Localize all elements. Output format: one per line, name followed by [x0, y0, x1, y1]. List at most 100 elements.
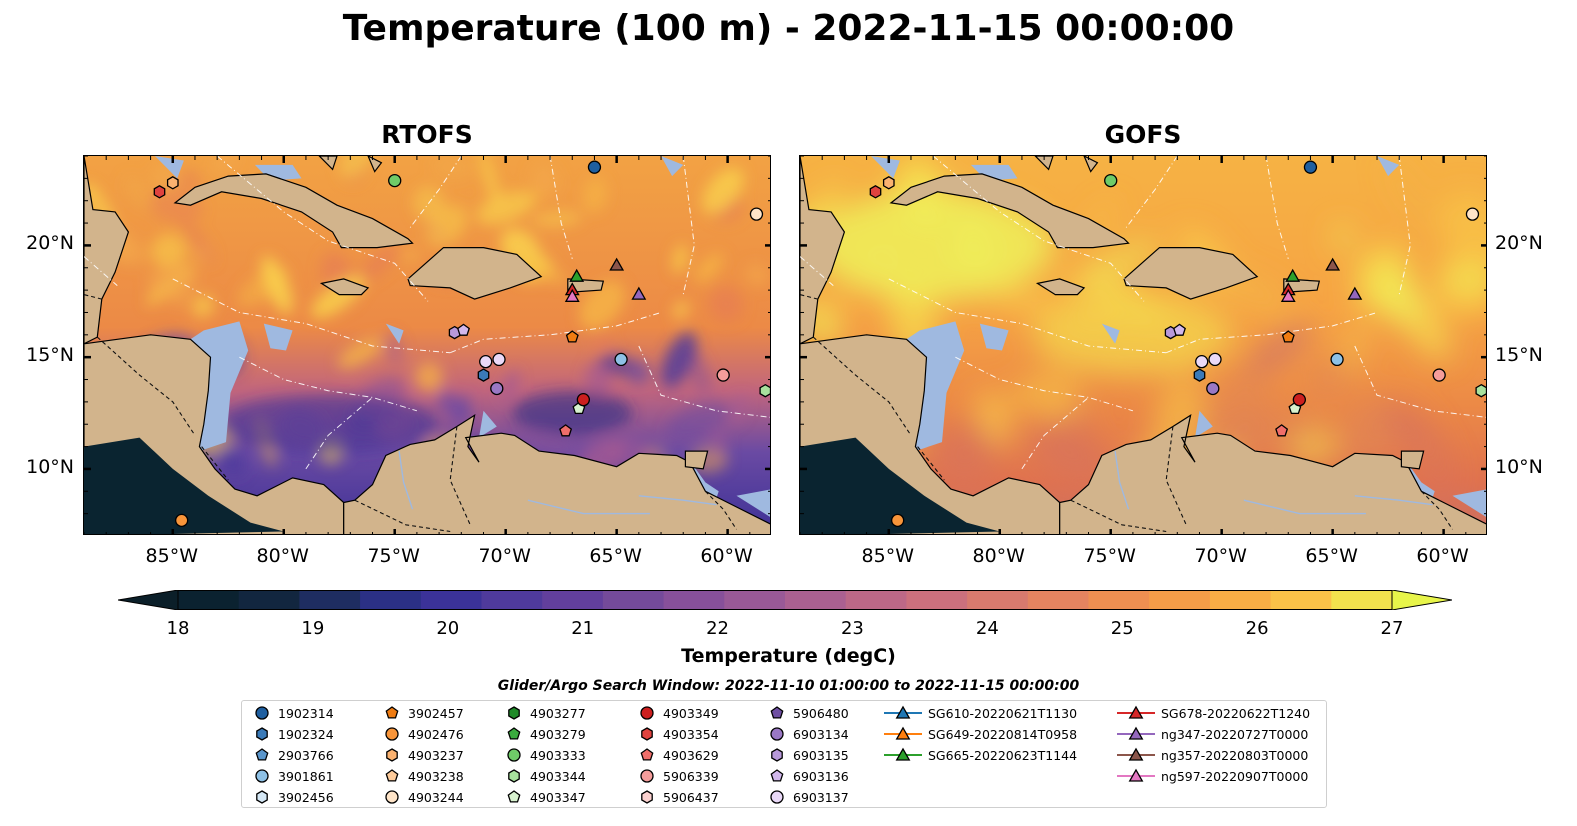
lon-tick-label: 65°W [589, 545, 642, 567]
platform-marker[interactable] [1173, 323, 1186, 336]
legend-label: 4903237 [408, 747, 464, 763]
legend-entry: 3902456 [252, 789, 334, 805]
platform-marker[interactable] [1208, 352, 1222, 367]
legend-marker-icon [770, 727, 784, 741]
eez-boundaries [84, 156, 770, 470]
platform-marker[interactable] [569, 268, 585, 282]
legend-marker-icon [640, 748, 654, 761]
legend-entry: ng347-20220727T0000 [1117, 726, 1308, 742]
platform-marker[interactable] [1195, 354, 1209, 369]
platform-marker[interactable] [1475, 383, 1486, 398]
platform-marker[interactable] [1281, 330, 1295, 343]
platform-marker[interactable] [614, 352, 628, 367]
colorbar-extend-max [1391, 589, 1453, 611]
platform-marker[interactable] [1193, 368, 1206, 382]
colorbar-tick-label: 23 [840, 618, 864, 639]
legend-marker-icon [770, 790, 784, 804]
platform-marker[interactable] [749, 207, 764, 221]
platform-marker[interactable] [153, 185, 166, 199]
lon-tick-label: 80°W [972, 545, 1025, 567]
platform-marker[interactable] [1325, 257, 1341, 271]
platform-marker[interactable] [1206, 381, 1220, 396]
colorbar-segment [906, 590, 968, 610]
legend-marker-icon [507, 790, 521, 803]
platform-marker[interactable] [457, 323, 470, 336]
legend-entry: 1902324 [252, 726, 334, 742]
platform-marker[interactable] [1347, 286, 1363, 300]
platform-marker[interactable] [759, 383, 770, 398]
legend-marker-icon [1117, 705, 1155, 719]
platform-marker[interactable] [631, 286, 647, 300]
legend-marker-icon [1117, 747, 1155, 761]
legend-label: 4903629 [663, 747, 719, 763]
platform-marker[interactable] [609, 257, 625, 271]
platform-marker[interactable] [479, 354, 493, 369]
colorbar-segment [967, 590, 1029, 610]
platform-marker[interactable] [1285, 268, 1301, 282]
legend-label: 6903135 [793, 747, 849, 763]
platform-marker[interactable] [477, 368, 490, 382]
legend-label: 1902324 [278, 726, 334, 742]
legend-entry: 4903237 [382, 747, 464, 763]
lat-tick-label: 15°N [26, 344, 74, 367]
colorbar-segment [1209, 590, 1272, 610]
platform-marker[interactable] [576, 392, 591, 407]
legend-entry: SG678-20220622T1240 [1117, 705, 1310, 721]
platform-marker[interactable] [1465, 207, 1480, 221]
platform-marker[interactable] [564, 288, 580, 302]
legend-label: SG649-20220814T0958 [928, 726, 1078, 742]
platform-marker[interactable] [388, 173, 402, 188]
platform-marker[interactable] [1432, 368, 1446, 382]
legend-marker-icon [385, 769, 399, 782]
platform-marker[interactable] [565, 330, 579, 343]
platform-marker[interactable] [1292, 392, 1307, 407]
legend-label: 4903347 [530, 789, 586, 805]
legend-entry: 6903135 [767, 747, 849, 763]
colorbar-tick-label: 27 [1380, 618, 1404, 639]
platform-marker[interactable] [587, 160, 602, 174]
country-borders [800, 294, 1453, 533]
gofs-map[interactable] [799, 155, 1487, 535]
rtofs-map[interactable] [83, 155, 771, 535]
legend-label: 6903137 [793, 789, 849, 805]
legend-marker-icon [255, 706, 269, 720]
legend-label: 4903238 [408, 768, 464, 784]
lat-tick-label: 10°N [1495, 455, 1543, 478]
legend-entry: 6903134 [767, 726, 849, 742]
lat-tick-label: 10°N [26, 455, 74, 478]
colorbar-tick-label: 25 [1110, 618, 1134, 639]
platform-marker[interactable] [166, 176, 179, 190]
legend-entry: SG610-20220621T1130 [884, 705, 1077, 721]
legend-entry: 1902314 [252, 705, 334, 721]
platform-marker[interactable] [1303, 160, 1318, 174]
platform-marker[interactable] [490, 381, 504, 396]
legend-label: ng357-20220803T0000 [1161, 747, 1309, 763]
legend-entry: 3902457 [382, 705, 464, 721]
colorbar-tick-label: 20 [436, 618, 460, 639]
colorbar-segment [238, 590, 300, 610]
platform-marker[interactable] [1330, 352, 1344, 367]
colorbar-tick-label: 19 [301, 618, 325, 639]
platform-marker[interactable] [492, 352, 506, 367]
colorbar-segment [602, 590, 665, 610]
platform-marker[interactable] [559, 424, 573, 437]
platform-marker[interactable] [1275, 424, 1289, 437]
colorbar-tick-label: 21 [571, 618, 595, 639]
colorbar-segment [1149, 590, 1211, 610]
platform-marker[interactable] [1280, 288, 1296, 302]
platform-marker[interactable] [1104, 173, 1118, 188]
platform-marker[interactable] [882, 176, 895, 190]
platform-marker[interactable] [869, 185, 882, 199]
land-masses [800, 156, 1486, 534]
colorbar-segment [542, 590, 604, 610]
legend-marker-icon [770, 769, 784, 782]
lon-tick-label: 60°W [1416, 545, 1469, 567]
legend-marker-icon [256, 727, 268, 741]
colorbar-segment [360, 590, 422, 610]
platform-marker[interactable] [716, 368, 730, 382]
platform-marker[interactable] [175, 513, 189, 528]
lon-tick-label: 75°W [1083, 545, 1136, 567]
legend-label: ng597-20220907T0000 [1161, 768, 1309, 784]
platform-marker[interactable] [891, 513, 905, 528]
legend-label: SG678-20220622T1240 [1161, 705, 1311, 721]
